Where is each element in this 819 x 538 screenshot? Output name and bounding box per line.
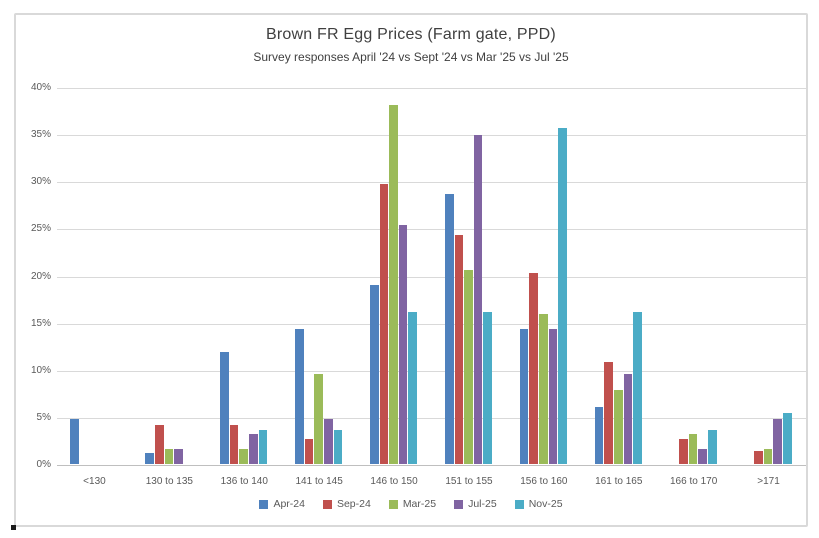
bar-Sep-24-161 to 165 [604,362,613,464]
x-axis-category-label: 141 to 145 [295,476,343,487]
bar-Jul-25-141 to 145 [323,418,333,464]
legend-swatch-icon [388,499,398,509]
y-axis-tick-label: 40% [30,82,51,93]
legend-swatch-icon [514,499,524,509]
bar-Mar-25-136 to 140 [239,448,249,464]
bar-Nov-25-151 to 155 [483,312,492,464]
legend-label: Apr-24 [273,498,305,510]
y-axis-tick-label: 10% [30,364,51,376]
y-axis-tick-label: 5% [36,411,51,423]
bar-Nov-25-141 to 145 [333,430,343,464]
x-axis-category-label: >171 [757,476,780,487]
bar-Jul-25-156 to 160 [548,329,558,464]
y-axis-tick-label: 20% [30,270,51,282]
y-axis-tick-label: 0% [36,459,51,470]
gridline [57,182,806,184]
bar-Mar-25-166 to 170 [688,433,698,464]
y-axis-tick-label: 15% [30,317,51,329]
bar-Jul-25->171 [773,418,782,464]
bar-Mar-25-156 to 160 [539,314,548,464]
x-axis-category-label: 156 to 160 [520,476,568,487]
bar-Sep-24-141 to 145 [304,438,314,464]
bar-Apr-24-146 to 150 [370,284,379,464]
gridline [57,276,806,278]
bar-Sep-24-151 to 155 [454,234,464,464]
x-axis-category-label: 166 to 170 [670,476,718,487]
chart-subtitle: Survey responses April '24 vs Sept '24 v… [253,50,569,64]
x-axis-category-label: 151 to 155 [445,476,493,487]
bar-Sep-24-146 to 150 [379,184,389,464]
legend-label: Nov-25 [528,498,563,510]
legend: Apr-24 Sep-24 Mar-25 Jul-25 Nov-25 [14,498,808,510]
bar-Mar-25-141 to 145 [314,374,323,464]
bar-Sep-24->171 [754,450,763,464]
legend-label: Jul-25 [468,498,497,510]
legend-item-Sep-24: Sep-24 [322,498,371,510]
gridline [57,88,806,89]
x-axis-category-label: <130 [83,476,106,487]
bar-Nov-25-161 to 165 [633,312,642,464]
bar-Sep-24-130 to 135 [154,425,164,464]
legend-label: Mar-25 [402,498,437,510]
y-axis-tick-label: 25% [30,223,51,235]
bar-Nov-25-136 to 140 [258,430,268,464]
x-axis-category-label: 130 to 135 [145,476,193,487]
gridline [57,417,806,419]
gridline [57,323,806,325]
legend-item-Mar-25: Mar-25 [388,498,437,510]
bar-Nov-25-156 to 160 [558,127,567,464]
bar-Mar-25->171 [763,448,773,464]
legend-swatch-icon [259,499,269,509]
bar-Mar-25-146 to 150 [389,104,398,464]
bar-Nov-25-146 to 150 [408,312,418,464]
bar-Mar-25-130 to 135 [164,448,174,464]
y-axis-tick-label: 30% [30,176,51,188]
bar-Jul-25-161 to 165 [623,374,633,464]
bar-Apr-24-130 to 135 [145,452,154,464]
bar-Sep-24-166 to 170 [679,438,688,464]
bar-Jul-25-146 to 150 [398,224,408,464]
bar-Apr-24-161 to 165 [594,407,604,464]
bar-Apr-24-141 to 145 [295,329,304,464]
legend-item-Nov-25: Nov-25 [514,498,563,510]
plot-area: 0% 5% 10% 15% 20% 25% 30% 35% 40% <130 130 to 135 1… [31,82,806,487]
y-axis-tick-label: 35% [30,129,51,141]
x-axis-category-label: 136 to 140 [220,476,268,487]
legend-item-Jul-25: Jul-25 [454,498,497,510]
bar-Jul-25-166 to 170 [698,448,708,464]
bar-Apr-24-<130 [70,418,80,464]
legend-label: Sep-24 [336,498,371,510]
bar-Sep-24-136 to 140 [229,425,239,464]
legend-item-Apr-24: Apr-24 [259,498,305,510]
gridline [57,370,806,372]
x-axis-category-label: 146 to 150 [370,476,418,487]
bar-Jul-25-130 to 135 [174,448,183,464]
selection-handle[interactable] [11,525,16,530]
legend-swatch-icon [454,499,464,509]
bar-Apr-24-156 to 160 [519,329,529,464]
bar-Nov-25->171 [782,413,792,464]
x-axis-category-label: 161 to 165 [595,476,643,487]
bar-Mar-25-161 to 165 [613,389,623,464]
gridline [57,135,806,137]
chart-title: Brown FR Egg Prices (Farm gate, PPD) [266,26,556,43]
gridline [57,229,806,231]
bar-Apr-24-136 to 140 [220,351,229,464]
bar-Apr-24-151 to 155 [444,194,454,464]
bar-Nov-25-166 to 170 [708,430,717,464]
legend-swatch-icon [322,499,332,509]
bar-Jul-25-151 to 155 [473,135,483,464]
bar-Sep-24-156 to 160 [529,272,539,464]
x-axis-line [57,465,806,466]
bar-Jul-25-136 to 140 [249,433,258,464]
bar-Mar-25-151 to 155 [464,269,473,464]
